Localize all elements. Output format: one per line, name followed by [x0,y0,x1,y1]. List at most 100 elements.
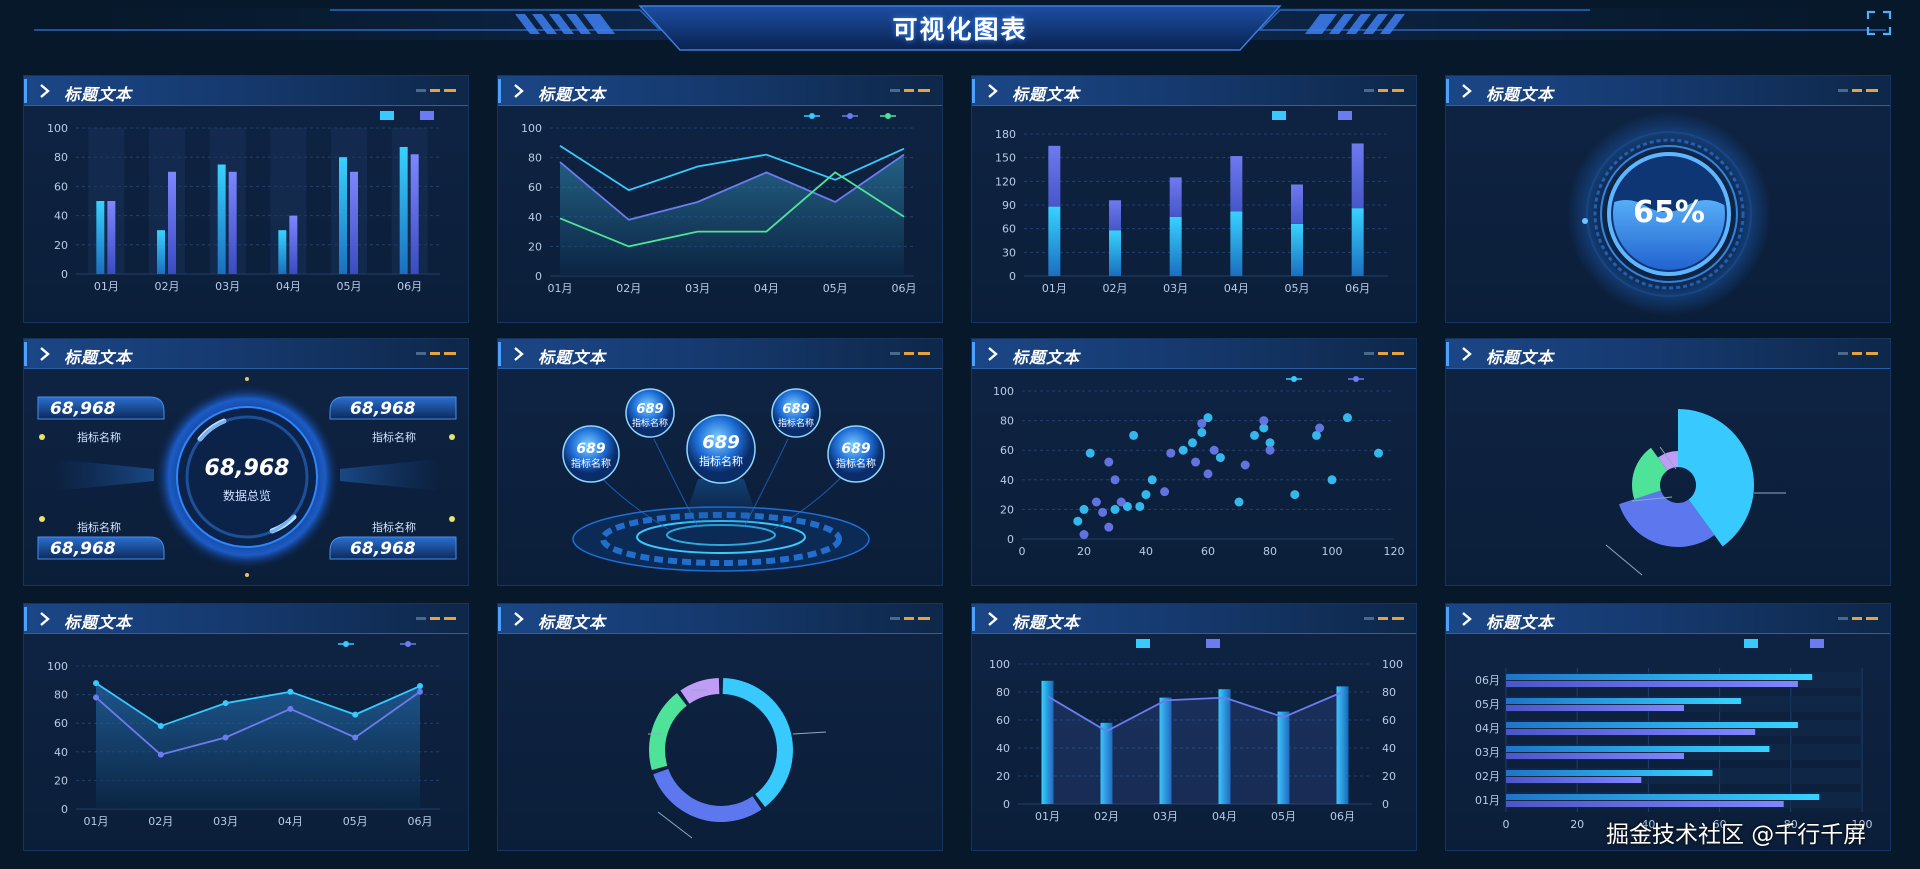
scatter-point [1197,427,1207,437]
legend-marker [809,113,815,119]
bar [278,230,287,274]
bar-track [270,128,307,274]
legend-swatch [380,111,394,120]
bubble-label: 指标名称 [699,454,743,468]
bar [1506,777,1642,783]
bar [339,157,347,274]
series-point [287,705,294,712]
donut-segment [653,768,762,822]
x-tick-label: 04月 [278,815,303,828]
scatter-point [1073,516,1083,526]
y-tick-label: 40 [528,211,542,224]
label-line [792,731,827,735]
bar-track [149,128,185,274]
y-tick-label: 100 [993,385,1014,398]
panel-title: 标题文本 [1486,85,1555,104]
y-tick-label: 03月 [1475,746,1500,759]
decor-dashes [416,617,456,620]
bar-segment [1351,208,1364,276]
stat-value-tr: 68,968 [350,399,416,419]
bar-segment [1351,143,1364,209]
y-tick-label: 0 [1009,270,1016,283]
chevron-right-icon [40,84,50,98]
x-tick-label: 20 [1570,818,1584,831]
bar [1336,686,1349,804]
legend-marker [405,641,411,647]
series-point [352,711,359,718]
x-tick-label: 60 [1713,818,1727,831]
y-tick-label: 20 [54,239,68,252]
panel-gauge: 标题文本 65% [1445,75,1891,323]
legend-swatch [1206,639,1220,648]
panel-title: 标题文本 [64,613,133,632]
y-tick-label: 0 [1003,798,1010,811]
bar-segment [1169,177,1182,217]
panel-hbar: 标题文本 0 20 40 60 80 100 06月 05月 04月 03月 02月 01月 [1445,603,1891,851]
bar [107,201,116,274]
bar-track [88,128,125,274]
scatter-point [1104,522,1114,532]
x-tick-label: 05月 [1285,282,1310,295]
bar [1041,680,1054,804]
bar-segment [1109,200,1121,231]
chevron-right-icon [988,612,998,626]
chevron-right-icon [1462,347,1472,361]
y-tick-label: 20 [1000,503,1014,516]
y-tick-label: 60 [1000,444,1014,457]
bar [289,215,298,274]
stat-label-tr: 指标名称 [372,430,416,444]
scatter-point [1079,530,1089,540]
scatter-point [1290,490,1300,500]
bar-segment [1109,230,1121,276]
scatter-point [1141,490,1151,500]
y-tick-label: 02月 [1475,770,1500,783]
y-tick-label: 04月 [1475,722,1500,735]
x-tick-label: 0 [1019,545,1026,558]
stat-label-bl: 指标名称 [77,520,121,534]
y-tick-label: 100 [989,658,1010,671]
series-line [559,153,905,221]
x-tick-label: 40 [1641,818,1655,831]
x-tick-label: 03月 [215,280,240,293]
scatter-point [1085,448,1095,458]
decor-dashes [890,89,930,92]
panel-header: 标题文本 [972,339,1416,369]
panel-overview-stats: 标题文本 68,968 数据总览 68,968 指标名称 68,968 指标名称… [23,338,469,586]
y-tick-label: 80 [1000,415,1014,428]
panel-area-line: 标题文本 0 20 40 60 80 100 01月 02月 03月 04月 05月 06月 [23,603,469,851]
x-tick-label: 03月 [1153,810,1178,823]
scatter-point [1203,469,1213,479]
bar-track [209,128,246,274]
x-tick-label: 03月 [1163,282,1188,295]
panel-title: 标题文本 [1012,613,1081,632]
x-tick-label: 02月 [616,282,641,295]
label-line [1631,496,1673,502]
chart-svg: 0 20 40 60 80 100 01月 02月 03月 04月 05月 06月 [47,111,440,293]
bubble-value: 689 [576,441,605,457]
chart-svg [1605,409,1786,576]
bar [350,171,358,274]
center-label: 数据总览 [223,488,271,503]
y-tick-label: 80 [54,151,68,164]
y-tick-label: 60 [54,180,68,193]
y-tick-label: 100 [47,660,68,673]
series-point [222,700,229,707]
scatter-point [1147,475,1157,485]
bar [168,171,176,274]
x-tick-label: 04月 [276,280,301,293]
legend-swatch [420,111,434,120]
series-point [352,734,359,741]
y-tick-label: 150 [995,152,1016,165]
chevron-right-icon [1462,612,1472,626]
scatter-point [1110,504,1120,514]
x-tick-label: 04月 [1212,810,1237,823]
chevron-right-icon [988,84,998,98]
scatter-point [1265,438,1275,448]
y2-tick-label: 0 [1382,798,1389,811]
series-point [287,688,294,695]
fullscreen-icon[interactable] [1866,10,1892,36]
panel-header: 标题文本 [1446,76,1890,106]
x-tick-label: 80 [1784,818,1798,831]
scatter-point [1234,497,1244,507]
series-line [95,691,421,756]
